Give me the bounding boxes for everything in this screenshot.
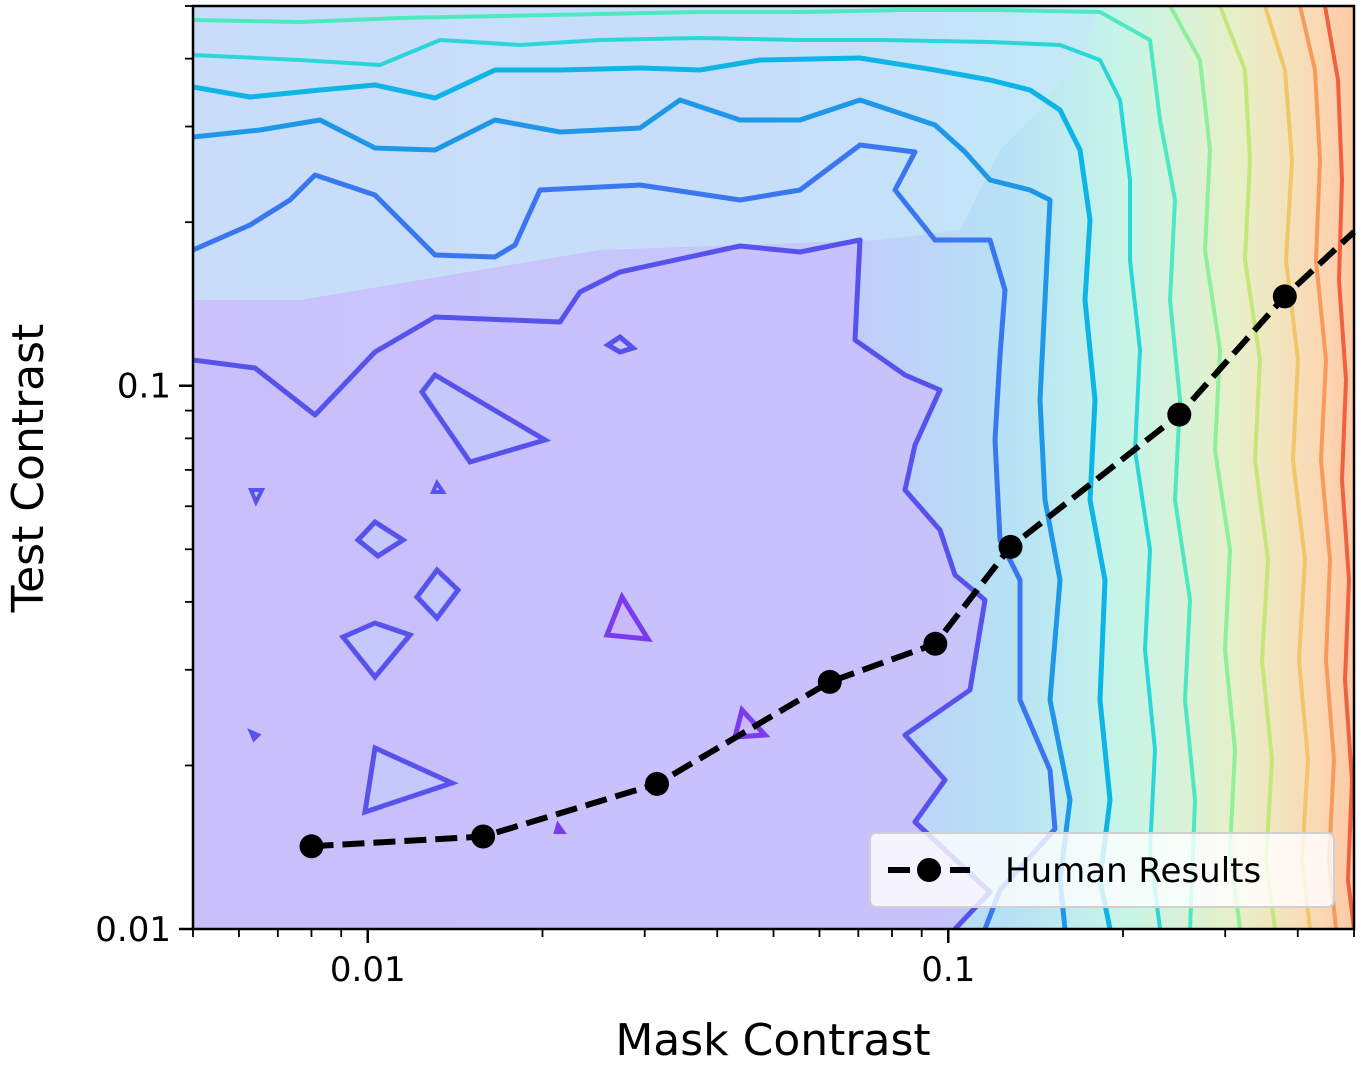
contour-island-7: [603, 591, 653, 642]
y-tick-label: 0.01: [95, 910, 171, 950]
contour-line-6: [193, 8, 1197, 929]
contour-line-11: [1323, 6, 1354, 929]
contour-line-5: [193, 36, 1162, 929]
contour-line-9: [1263, 6, 1312, 929]
y-tick-label: 0.1: [117, 367, 171, 407]
contour-line-2: [193, 142, 1058, 929]
contour-line-3: [193, 97, 1073, 929]
ticks-layer: 0.01 0.1 0.01 0.1: [95, 5, 1355, 990]
legend-box: [869, 832, 1335, 908]
contour-island-6: [603, 333, 639, 355]
x-tick-label: 0.1: [921, 950, 975, 990]
contour-line-7: [1168, 6, 1242, 929]
contour-line-4: [193, 55, 1113, 929]
contour-island-9: [248, 488, 266, 507]
legend: Human Results: [869, 832, 1335, 908]
data-point: [923, 631, 948, 656]
contour-island-12: [553, 820, 567, 834]
contour-line-10: [1298, 6, 1338, 929]
legend-marker: [917, 858, 941, 882]
data-point: [471, 824, 496, 849]
contour-band-upper: [193, 6, 1100, 300]
legend-label: Human Results: [1005, 851, 1261, 891]
contour-island-4: [339, 620, 415, 681]
x-axis-title: Mask Contrast: [615, 1015, 930, 1066]
contour-island-3: [413, 566, 462, 622]
x-tick-label: 0.01: [330, 950, 406, 990]
contour-island-1: [418, 371, 552, 465]
plot-frame: [191, 4, 1356, 931]
contour-line-1: [193, 237, 993, 929]
contour-island-11: [247, 728, 262, 743]
data-point: [817, 669, 842, 694]
contour-island-5: [361, 744, 459, 816]
data-point: [998, 534, 1023, 559]
contour-island-10: [429, 478, 447, 494]
y-axis-title: Test Contrast: [3, 324, 54, 614]
series-layer: [299, 229, 1357, 859]
data-point: [645, 771, 669, 796]
contour-island-2: [354, 518, 408, 560]
data-point: [299, 834, 324, 859]
contour-line-8: [1218, 6, 1277, 929]
data-point: [1167, 402, 1192, 427]
data-point: [1272, 284, 1297, 309]
contour-field: [193, 6, 1354, 929]
